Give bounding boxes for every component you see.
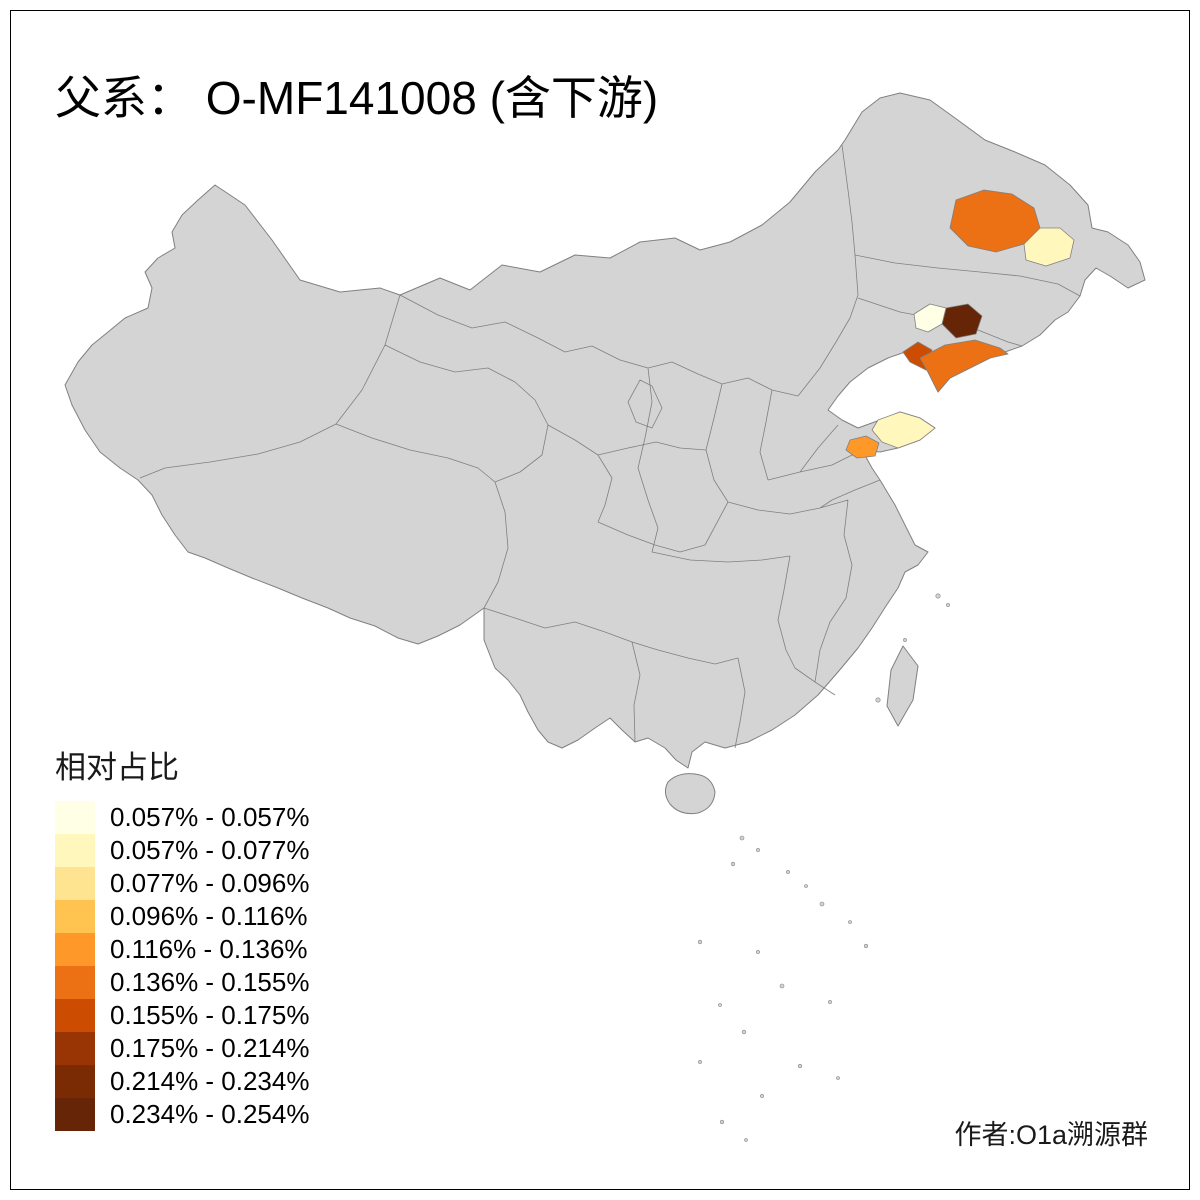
legend-item: 0.175% - 0.214% — [55, 1032, 309, 1065]
legend-item: 0.116% - 0.136% — [55, 933, 309, 966]
legend-swatch — [55, 999, 95, 1032]
legend-label: 0.136% - 0.155% — [110, 967, 310, 997]
legend-swatch — [55, 1065, 95, 1098]
taiwan-island — [886, 645, 919, 727]
legend-label: 0.234% - 0.254% — [110, 1099, 310, 1129]
legend-swatch — [55, 966, 95, 999]
legend-item: 0.077% - 0.096% — [55, 867, 309, 900]
region-heilongjiang-east — [1023, 227, 1075, 267]
legend-label: 0.155% - 0.175% — [110, 1000, 310, 1030]
legend-swatch — [55, 801, 95, 834]
legend-label: 0.057% - 0.057% — [110, 802, 310, 832]
legend-label: 0.175% - 0.214% — [110, 1033, 310, 1063]
legend-item: 0.155% - 0.175% — [55, 999, 309, 1032]
legend-label: 0.057% - 0.077% — [110, 835, 310, 865]
figure-title: 父系： O-MF141008 (含下游) — [55, 72, 659, 124]
region-liaodong-peninsula — [919, 339, 1009, 393]
legend-item: 0.096% - 0.116% — [55, 900, 309, 933]
legend-label: 0.116% - 0.136% — [110, 934, 308, 964]
legend-label: 0.214% - 0.234% — [110, 1066, 310, 1096]
legend-swatch — [55, 900, 95, 933]
legend-swatch — [55, 1098, 95, 1131]
legend-swatch — [55, 933, 95, 966]
legend-title: 相对占比 — [55, 750, 179, 785]
legend-rows: 0.057% - 0.057% 0.057% - 0.077% 0.077% - 0… — [55, 801, 309, 1131]
legend-swatch — [55, 834, 95, 867]
map-layers — [64, 92, 1146, 1142]
legend-label: 0.096% - 0.116% — [110, 901, 308, 931]
mainland-outline — [64, 92, 1146, 769]
legend-item: 0.234% - 0.254% — [55, 1098, 309, 1131]
attribution: 作者:O1a溯源群 — [954, 1120, 1148, 1150]
legend-item: 0.057% - 0.077% — [55, 834, 309, 867]
region-shandong-peninsula — [871, 411, 936, 449]
south-china-sea-islands — [697, 593, 950, 1142]
legend-item: 0.214% - 0.234% — [55, 1065, 309, 1098]
legend-item: 0.136% - 0.155% — [55, 966, 309, 999]
legend-label: 0.077% - 0.096% — [110, 868, 310, 898]
region-shandong-coast-small — [845, 435, 880, 459]
region-liaoning-central — [913, 303, 947, 333]
legend-swatch — [55, 867, 95, 900]
legend-item: 0.057% - 0.057% — [55, 801, 309, 834]
legend-swatch — [55, 1032, 95, 1065]
hainan-island — [664, 773, 716, 815]
legend: 相对占比 0.057% - 0.057% 0.057% - 0.077% 0.077… — [55, 742, 309, 1131]
